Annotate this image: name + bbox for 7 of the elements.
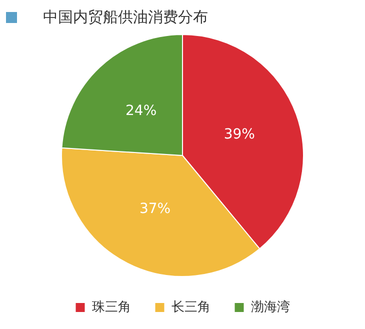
chart-title: 中国内贸船供油消费分布 bbox=[43, 8, 208, 26]
data-label: 37% bbox=[139, 201, 171, 218]
legend-label: 长三角 bbox=[171, 300, 210, 315]
data-label: 39% bbox=[224, 126, 255, 143]
legend-label: 渤海湾 bbox=[250, 298, 290, 315]
data-label: 24% bbox=[126, 103, 157, 120]
legend-label: 珠三角 bbox=[92, 300, 131, 315]
